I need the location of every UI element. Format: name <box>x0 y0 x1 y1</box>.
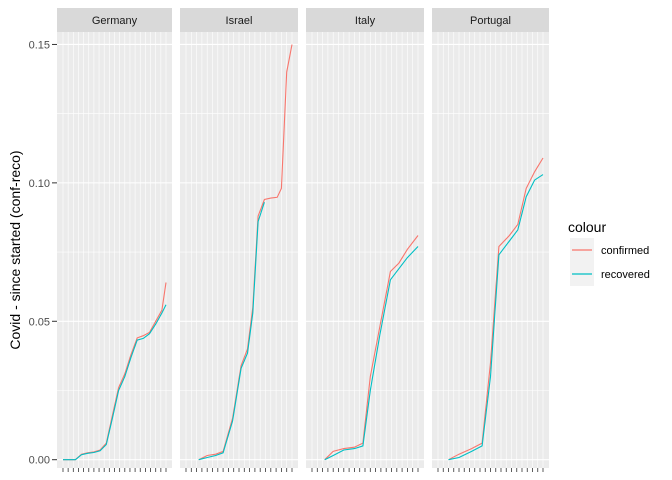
facet-italy: Italy <box>306 8 424 472</box>
legend-label-recovered: recovered <box>601 269 650 281</box>
series-line-confirmed <box>324 235 419 461</box>
series-line-recovered <box>324 246 419 461</box>
y-tick-label: 0.00 <box>29 455 50 467</box>
y-tick-label: 0.10 <box>29 178 50 190</box>
legend: colour confirmed recovered <box>568 219 650 286</box>
facet-strip <box>306 8 424 32</box>
series-line-confirmed <box>448 157 544 461</box>
facet-israel: Israel <box>180 8 298 472</box>
legend-title: colour <box>568 219 606 235</box>
facet-panels: Germany Israel Italy Portugal <box>57 8 549 472</box>
y-axis-title: Covid - since started (conf-reco) <box>7 150 23 349</box>
y-tick-label: 0.05 <box>29 316 50 328</box>
series-line-recovered <box>198 202 265 461</box>
facet-strip <box>180 8 298 32</box>
facet-portugal: Portugal <box>432 8 549 472</box>
legend-label-confirmed: confirmed <box>601 245 649 257</box>
facet-title: Israel <box>226 15 253 27</box>
y-axis: 0.00 0.05 0.10 0.15 <box>29 39 57 467</box>
legend-entries: confirmed recovered <box>570 238 650 286</box>
facet-title: Portugal <box>470 15 511 27</box>
series-line-recovered <box>448 174 544 461</box>
facet-germany: Germany <box>57 8 172 472</box>
series-line-recovered <box>63 304 167 461</box>
facet-strip <box>57 8 172 32</box>
facet-strip <box>432 8 549 32</box>
y-tick-label: 0.15 <box>29 39 50 51</box>
facet-title: Germany <box>92 15 138 27</box>
facet-title: Italy <box>355 15 376 27</box>
